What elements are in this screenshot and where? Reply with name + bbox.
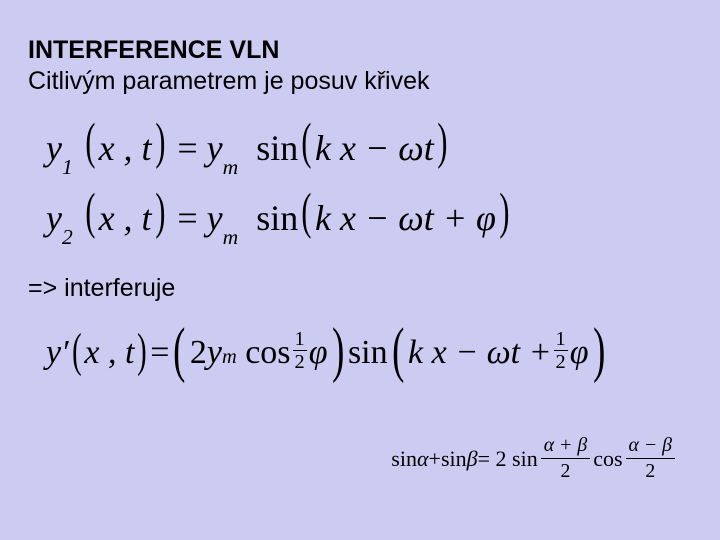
frac-num: 1	[293, 329, 307, 351]
big-lparen: (	[174, 315, 186, 386]
lparen2: (	[302, 182, 312, 240]
yp-amp-var: y	[207, 334, 222, 372]
equation-yprime: y′ (x , t) = ( 2 ym cos 12 φ ) sin ( k x…	[46, 317, 692, 397]
frac-den: 2	[293, 351, 307, 372]
frac-den2: 2	[554, 351, 568, 372]
y2-amp-var: y	[207, 198, 223, 238]
rparen2: )	[499, 182, 509, 240]
id-cos: cos	[593, 446, 622, 472]
big-rparen2: )	[593, 315, 605, 386]
y1-args: x , t	[99, 128, 152, 168]
y1-var: y	[46, 128, 62, 168]
y2-amp-sub: m	[223, 225, 239, 249]
y1-amp-sub: m	[223, 155, 239, 179]
half-frac-2: 12	[554, 329, 568, 373]
id-sin-b: sin	[441, 446, 467, 472]
big-lparen2: (	[392, 315, 404, 386]
y1-arg: k x − ωt	[315, 128, 434, 168]
sin-fn: sin	[247, 198, 298, 238]
y2-sub: 2	[62, 225, 73, 249]
yp-arg-core: k x − ωt +	[408, 334, 552, 372]
rparen: )	[155, 182, 165, 240]
equals: =	[150, 334, 169, 372]
y1-amp-var: y	[207, 128, 223, 168]
cos-fn: cos	[237, 334, 291, 372]
lparen: (	[85, 182, 95, 240]
lparen: (	[72, 324, 82, 378]
id-frac1-num: α + β	[541, 435, 590, 459]
y2-args: x , t	[99, 198, 152, 238]
conclusion-text: => interferuje	[28, 274, 692, 303]
id-sin-a: sin	[391, 446, 417, 472]
yp-amp-sub: m	[222, 346, 237, 369]
rparen2: )	[437, 112, 447, 170]
equation-y2: y2 (x , t) = ym sin(k x − ωt + φ)	[46, 184, 692, 244]
rparen: )	[138, 324, 148, 378]
y2-arg: k x − ωt + φ	[315, 198, 496, 238]
equals: =	[177, 198, 206, 238]
equals: =	[177, 128, 206, 168]
yp-args: x , t	[84, 334, 134, 372]
id-frac1-den: 2	[541, 459, 590, 482]
y2-var: y	[46, 198, 62, 238]
slide-subtitle: Citlivým parametrem je posuv křivek	[28, 67, 692, 96]
sin-fn: sin	[348, 334, 388, 372]
phi-1: φ	[309, 334, 328, 372]
slide-title: INTERFERENCE VLN	[28, 36, 692, 65]
yp-var: y′	[46, 334, 69, 372]
trig-identity: sin α + sin β = 2 sin α + β 2 cos α − β …	[391, 435, 678, 482]
yp-coeff: 2	[190, 334, 207, 372]
phi-2: φ	[570, 334, 589, 372]
id-plus: +	[429, 446, 441, 472]
y1-sub: 1	[62, 155, 73, 179]
lparen2: (	[302, 112, 312, 170]
frac-num2: 1	[554, 329, 568, 351]
id-frac2: α − β 2	[626, 435, 675, 482]
sin-fn: sin	[247, 128, 298, 168]
id-frac2-num: α − β	[626, 435, 675, 459]
rparen: )	[155, 112, 165, 170]
id-eq: = 2 sin	[478, 446, 538, 472]
id-alpha: α	[417, 446, 429, 472]
equation-y1: y1 (x , t) = ym sin(k x − ωt)	[46, 114, 692, 174]
id-frac1: α + β 2	[541, 435, 590, 482]
big-rparen: )	[332, 315, 344, 386]
lparen: (	[85, 112, 95, 170]
id-beta: β	[467, 446, 478, 472]
half-frac-1: 12	[293, 329, 307, 373]
id-frac2-den: 2	[626, 459, 675, 482]
